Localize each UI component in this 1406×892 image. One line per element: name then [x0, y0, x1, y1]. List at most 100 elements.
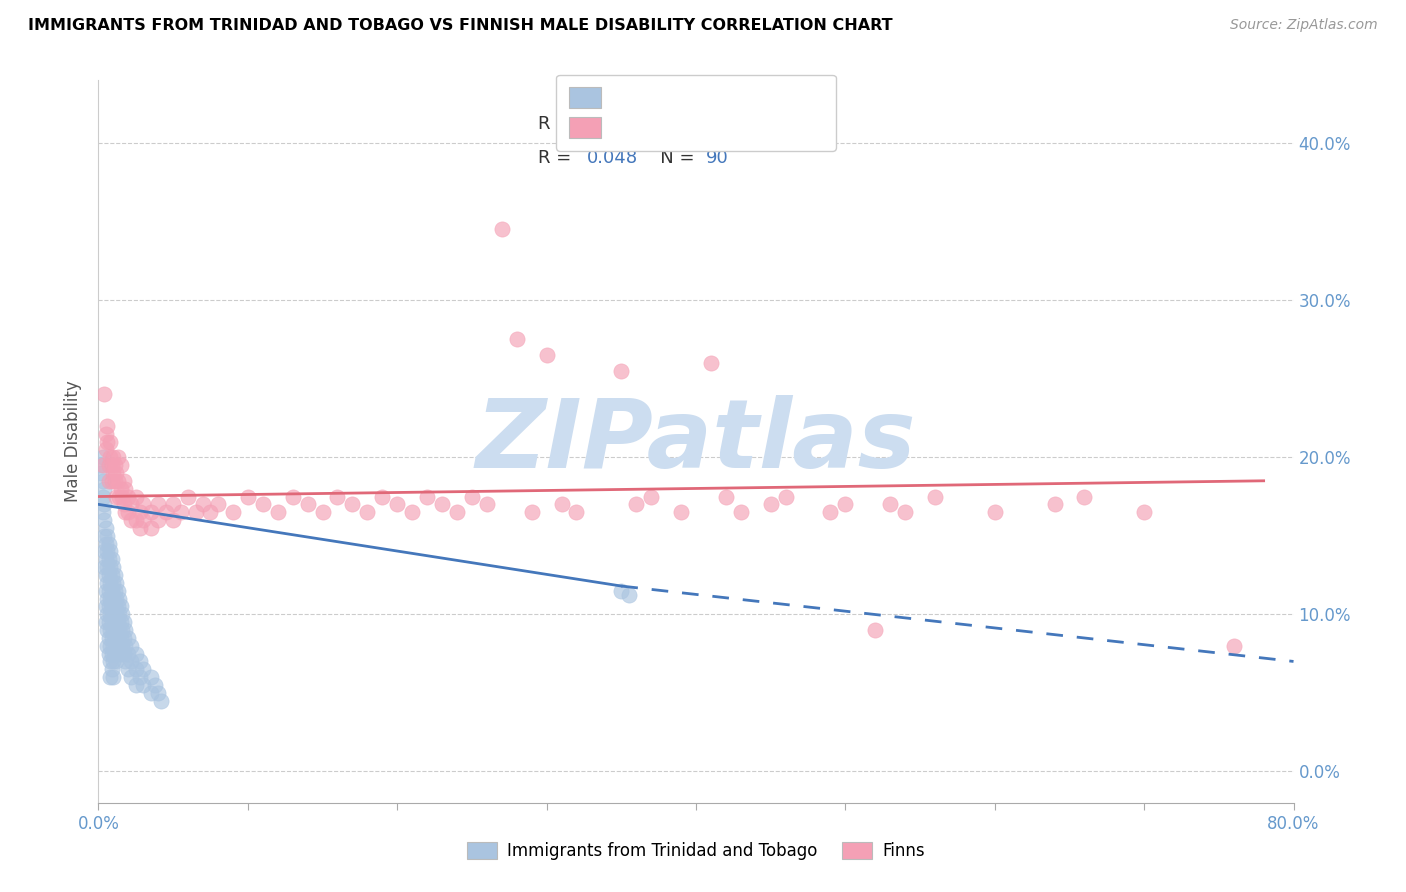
Point — [104, 599, 127, 614]
Point — [104, 615, 127, 630]
Point — [97, 631, 120, 645]
Point — [617, 589, 640, 603]
Point — [610, 583, 633, 598]
Point — [104, 474, 127, 488]
Point — [91, 490, 114, 504]
Point — [97, 552, 120, 566]
Point — [640, 490, 662, 504]
Point — [97, 474, 120, 488]
Point — [129, 521, 152, 535]
Point — [103, 450, 125, 465]
Text: 90: 90 — [706, 149, 728, 167]
Point — [984, 505, 1007, 519]
Point — [96, 623, 118, 637]
Point — [865, 623, 887, 637]
Point — [162, 497, 184, 511]
Point — [98, 623, 122, 637]
Point — [139, 670, 162, 684]
Point — [91, 474, 114, 488]
Point — [120, 513, 142, 527]
Point — [107, 474, 129, 488]
Point — [96, 418, 118, 433]
Point — [184, 505, 207, 519]
Point — [97, 458, 120, 472]
Point — [132, 497, 155, 511]
Point — [91, 450, 114, 465]
Point — [626, 497, 648, 511]
Point — [129, 505, 152, 519]
Point — [93, 387, 115, 401]
Point — [139, 521, 162, 535]
Point — [139, 505, 162, 519]
Point — [491, 222, 513, 236]
Point — [155, 505, 177, 519]
Point — [97, 568, 120, 582]
Point — [236, 490, 259, 504]
Point — [129, 670, 152, 684]
Point — [117, 490, 139, 504]
Point — [401, 505, 423, 519]
Point — [108, 607, 131, 622]
Point — [148, 686, 170, 700]
Point — [105, 655, 128, 669]
Point — [143, 678, 166, 692]
Point — [110, 482, 132, 496]
Point — [150, 694, 173, 708]
Point — [148, 513, 170, 527]
Text: IMMIGRANTS FROM TRINIDAD AND TOBAGO VS FINNISH MALE DISABILITY CORRELATION CHART: IMMIGRANTS FROM TRINIDAD AND TOBAGO VS F… — [28, 18, 893, 33]
Point — [107, 631, 129, 645]
Point — [91, 458, 114, 472]
Point — [97, 583, 120, 598]
Point — [110, 631, 132, 645]
Point — [139, 686, 162, 700]
Point — [104, 583, 127, 598]
Point — [103, 466, 125, 480]
Point — [1223, 639, 1246, 653]
Point — [112, 615, 135, 630]
Point — [416, 490, 439, 504]
Point — [267, 505, 290, 519]
Text: N =: N = — [644, 149, 700, 167]
Point — [107, 450, 129, 465]
Point — [200, 505, 222, 519]
Point — [669, 505, 692, 519]
Point — [114, 639, 136, 653]
Point — [924, 490, 946, 504]
Point — [114, 482, 136, 496]
Point — [148, 497, 170, 511]
Point — [125, 490, 148, 504]
Point — [90, 466, 112, 480]
Point — [110, 599, 132, 614]
Point — [550, 497, 572, 511]
Point — [110, 647, 132, 661]
Point — [1133, 505, 1156, 519]
Point — [96, 639, 118, 653]
Point — [125, 513, 148, 527]
Point — [356, 505, 378, 519]
Point — [191, 497, 214, 511]
Point — [94, 426, 117, 441]
Point — [94, 599, 117, 614]
Point — [132, 662, 155, 676]
Point — [111, 639, 134, 653]
Point — [714, 490, 737, 504]
Point — [1043, 497, 1066, 511]
Point — [117, 647, 139, 661]
Point — [120, 497, 142, 511]
Point — [730, 505, 752, 519]
Point — [101, 599, 124, 614]
Point — [112, 647, 135, 661]
Point — [207, 497, 229, 511]
Point — [93, 544, 115, 558]
Point — [108, 591, 131, 606]
Point — [104, 647, 127, 661]
Point — [125, 678, 148, 692]
Point — [98, 607, 122, 622]
Point — [105, 591, 128, 606]
Point — [117, 662, 139, 676]
Point — [89, 458, 111, 472]
Point — [94, 568, 117, 582]
Point — [297, 497, 319, 511]
Point — [129, 655, 152, 669]
Point — [94, 442, 117, 457]
